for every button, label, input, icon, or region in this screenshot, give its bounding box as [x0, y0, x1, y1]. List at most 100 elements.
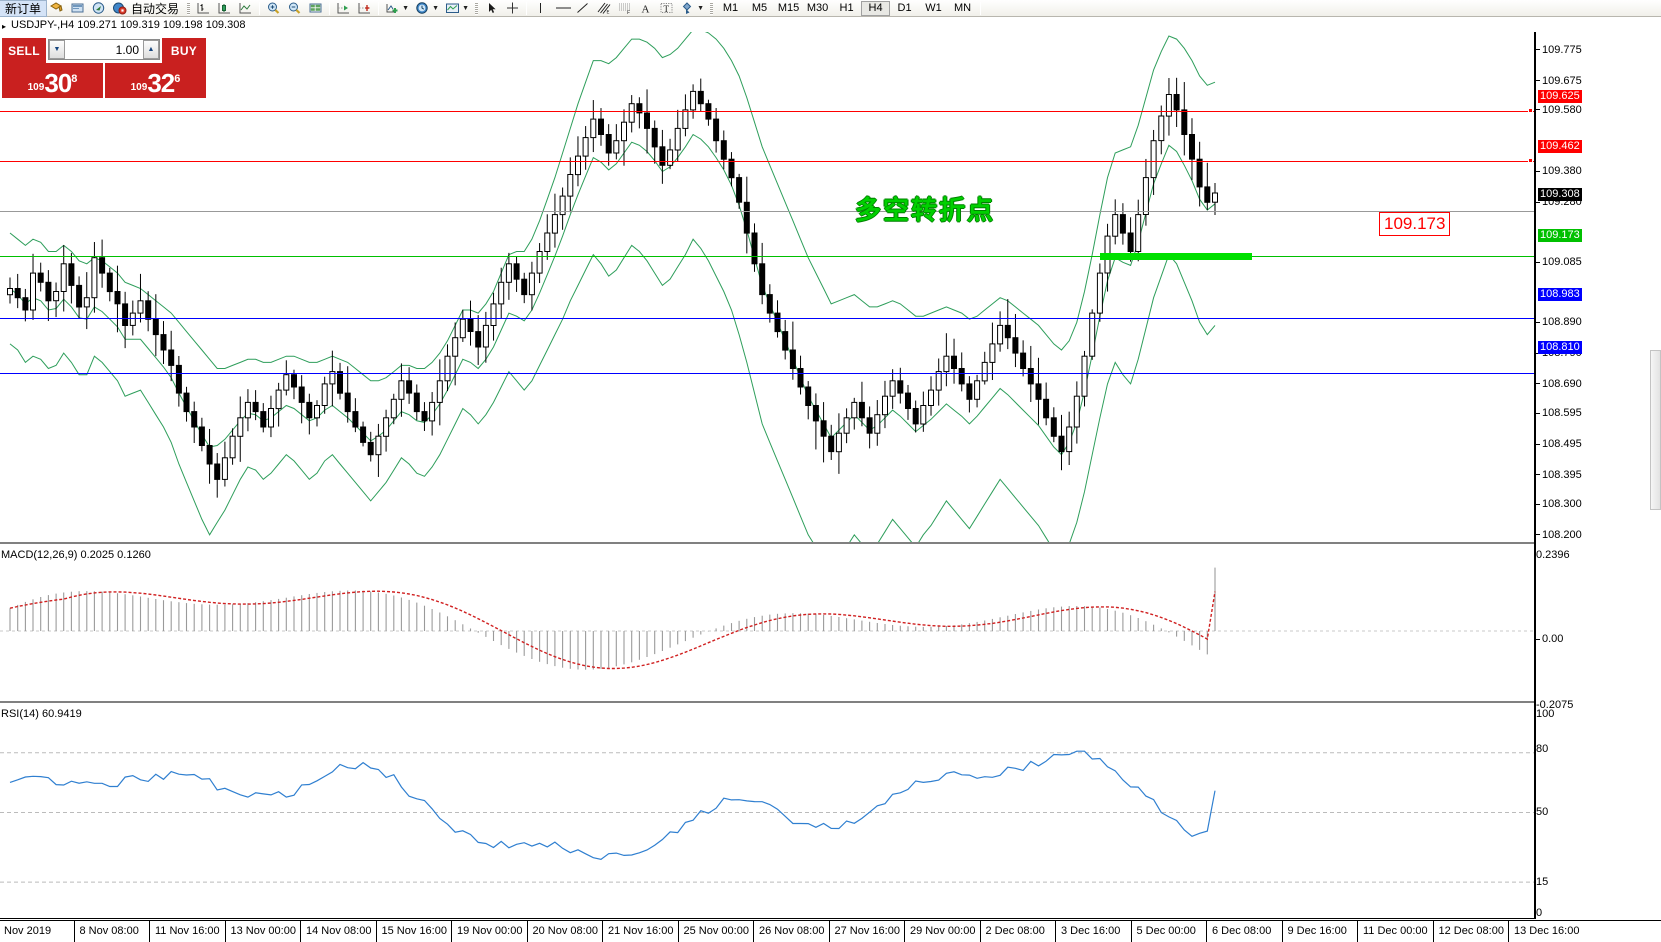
svg-text:T: T [664, 4, 670, 14]
indicators-button[interactable]: ▼ [382, 1, 412, 16]
support-line-108983[interactable] [0, 318, 1534, 319]
navigator-icon[interactable] [88, 1, 109, 16]
timeframe-m30[interactable]: M30 [806, 2, 829, 14]
turning-point-annotation[interactable]: 多空转折点 [855, 195, 996, 225]
chart-shift-icon[interactable] [354, 1, 375, 16]
bar-chart-icon[interactable] [193, 1, 214, 16]
volume-decrease-button[interactable]: ▼ [49, 40, 65, 59]
timeframe-m1[interactable]: M1 [722, 2, 739, 14]
horizontal-line-icon[interactable] [551, 1, 572, 16]
periods-button[interactable]: ▼ [412, 1, 442, 16]
rsi-tick-15: 15 [1536, 876, 1549, 888]
resistance-line-handle-2[interactable] [1528, 158, 1533, 163]
rsi-pane[interactable]: RSI(14) 60.9419 [0, 707, 1534, 919]
candlestick-chart-icon[interactable] [214, 1, 235, 16]
timeframe-d1[interactable]: D1 [897, 2, 912, 14]
crosshair-icon[interactable] [502, 1, 523, 16]
templates-icon [445, 1, 460, 15]
time-separator-13 [979, 921, 981, 942]
zoom-in-icon[interactable] [263, 1, 284, 16]
timeframe-mn[interactable]: MN [953, 2, 972, 14]
new-order-label: 新订单 [5, 1, 42, 16]
volume-stepper[interactable]: ▼ 1.00 ▲ [48, 39, 160, 60]
buy-price-fraction: 6 [174, 73, 181, 85]
sell-price-display[interactable]: 109 30 8 [2, 63, 103, 98]
buy-price-prefix: 109 [130, 82, 148, 93]
price-tick-109-085: 109.085 [1536, 257, 1582, 268]
zoom-out-icon[interactable] [284, 1, 305, 16]
cursor-icon[interactable] [481, 1, 502, 16]
toolbar-grip[interactable] [187, 1, 191, 15]
toolbar-separator [259, 1, 261, 15]
price-chart-pane[interactable]: 多空转折点 [0, 32, 1534, 544]
volume-increase-button[interactable]: ▲ [143, 40, 159, 59]
rsi-tick-80: 80 [1536, 743, 1549, 755]
toolbar-grip-2[interactable] [475, 1, 479, 15]
buy-button[interactable]: BUY [162, 38, 206, 63]
resistance-line-109625[interactable] [0, 111, 1534, 112]
text-label-icon[interactable]: T [656, 1, 677, 16]
timeframe-w1[interactable]: W1 [925, 2, 942, 14]
line-chart-icon[interactable] [235, 1, 256, 16]
price-tag-109173[interactable]: 109.173 [1379, 212, 1451, 236]
new-order-button[interactable]: 新订单 [0, 0, 48, 17]
chevron-down-icon-2[interactable]: ▼ [432, 4, 439, 12]
time-label-15: 5 Dec 00:00 [1136, 925, 1196, 937]
fibonacci-icon[interactable]: F [614, 1, 635, 16]
timeframe-m15[interactable]: M15 [777, 2, 800, 14]
price-tick-108-200: 108.200 [1536, 529, 1582, 540]
time-separator-12 [904, 921, 905, 942]
resistance-line-handle-1[interactable] [1528, 108, 1533, 113]
vertical-line-icon[interactable] [530, 1, 551, 16]
trendline-icon[interactable] [572, 1, 593, 16]
support-zone-highlight[interactable] [1100, 253, 1252, 260]
price-tick-108-300: 108.300 [1536, 498, 1582, 509]
price-axis[interactable]: 109.775 109.675 109.580 109.380 109.280 109.0… [1534, 32, 1661, 919]
time-separator-2 [149, 921, 150, 942]
chevron-down-icon-4[interactable]: ▼ [697, 4, 704, 12]
time-label-10: 26 Nov 08:00 [759, 925, 825, 937]
timeframe-h1[interactable]: H1 [839, 2, 854, 14]
resistance-level-1: 109.625 [1538, 90, 1582, 104]
time-separator-1 [73, 921, 75, 942]
equidistant-channel-icon[interactable]: E [593, 1, 614, 16]
chevron-down-icon[interactable]: ▼ [402, 4, 409, 12]
macd-label: MACD(12,26,9) 0.2025 0.1260 [1, 549, 154, 561]
terminal-icon[interactable] [67, 1, 88, 16]
time-axis[interactable]: Nov 2019 8 Nov 08:00 11 Nov 16:00 13 Nov 00… [0, 920, 1661, 942]
shapes-button[interactable]: ▼ [677, 1, 707, 16]
templates-button[interactable]: ▼ [442, 1, 472, 16]
toolbar-separator-5 [980, 1, 982, 15]
time-label-18: 11 Dec 00:00 [1363, 925, 1428, 937]
autoscroll-icon[interactable] [333, 1, 354, 16]
price-tick-109-675: 109.675 [1536, 75, 1582, 86]
collapse-arrow-icon[interactable]: ▸ [2, 21, 7, 31]
text-icon[interactable]: A [635, 1, 656, 16]
buy-price-display[interactable]: 109 32 6 [105, 63, 206, 98]
time-separator-11 [828, 921, 830, 942]
time-label-0: Nov 2019 [4, 925, 52, 937]
macd-pane[interactable]: MACD(12,26,9) 0.2025 0.1260 [0, 548, 1534, 703]
vertical-scrollbar[interactable] [1650, 350, 1661, 510]
timeframe-m5[interactable]: M5 [751, 2, 768, 14]
support-line-109173[interactable] [0, 256, 1534, 257]
resistance-line-109462[interactable] [0, 161, 1534, 162]
time-separator-18 [1357, 921, 1358, 942]
macd-tick-0: 0.2396 [1536, 549, 1570, 561]
price-tick-108-395: 108.395 [1536, 469, 1582, 480]
sell-button[interactable]: SELL [2, 38, 46, 63]
chevron-down-icon-3[interactable]: ▼ [462, 4, 469, 12]
autotrading-button[interactable]: 自动交易 [109, 1, 184, 16]
support-line-108810[interactable] [0, 373, 1534, 374]
macd-tick-1: 0.00 [1536, 634, 1563, 645]
toolbar-separator-2 [329, 1, 331, 15]
time-label-4: 14 Nov 08:00 [306, 925, 372, 937]
symbol-ohlc-text: USDJPY-,H4 109.271 109.319 109.198 109.3… [11, 19, 246, 31]
volume-value[interactable]: 1.00 [115, 42, 139, 57]
grid-icon[interactable] [305, 1, 326, 16]
toolbar-grip-3[interactable] [710, 1, 714, 15]
timeframe-h4[interactable]: H4 [861, 0, 891, 16]
paint-icon[interactable] [46, 1, 67, 16]
current-price-line [0, 211, 1534, 212]
one-click-trading-panel[interactable]: SELL ▼ 1.00 ▲ BUY 109 30 8 109 32 6 [2, 38, 206, 98]
